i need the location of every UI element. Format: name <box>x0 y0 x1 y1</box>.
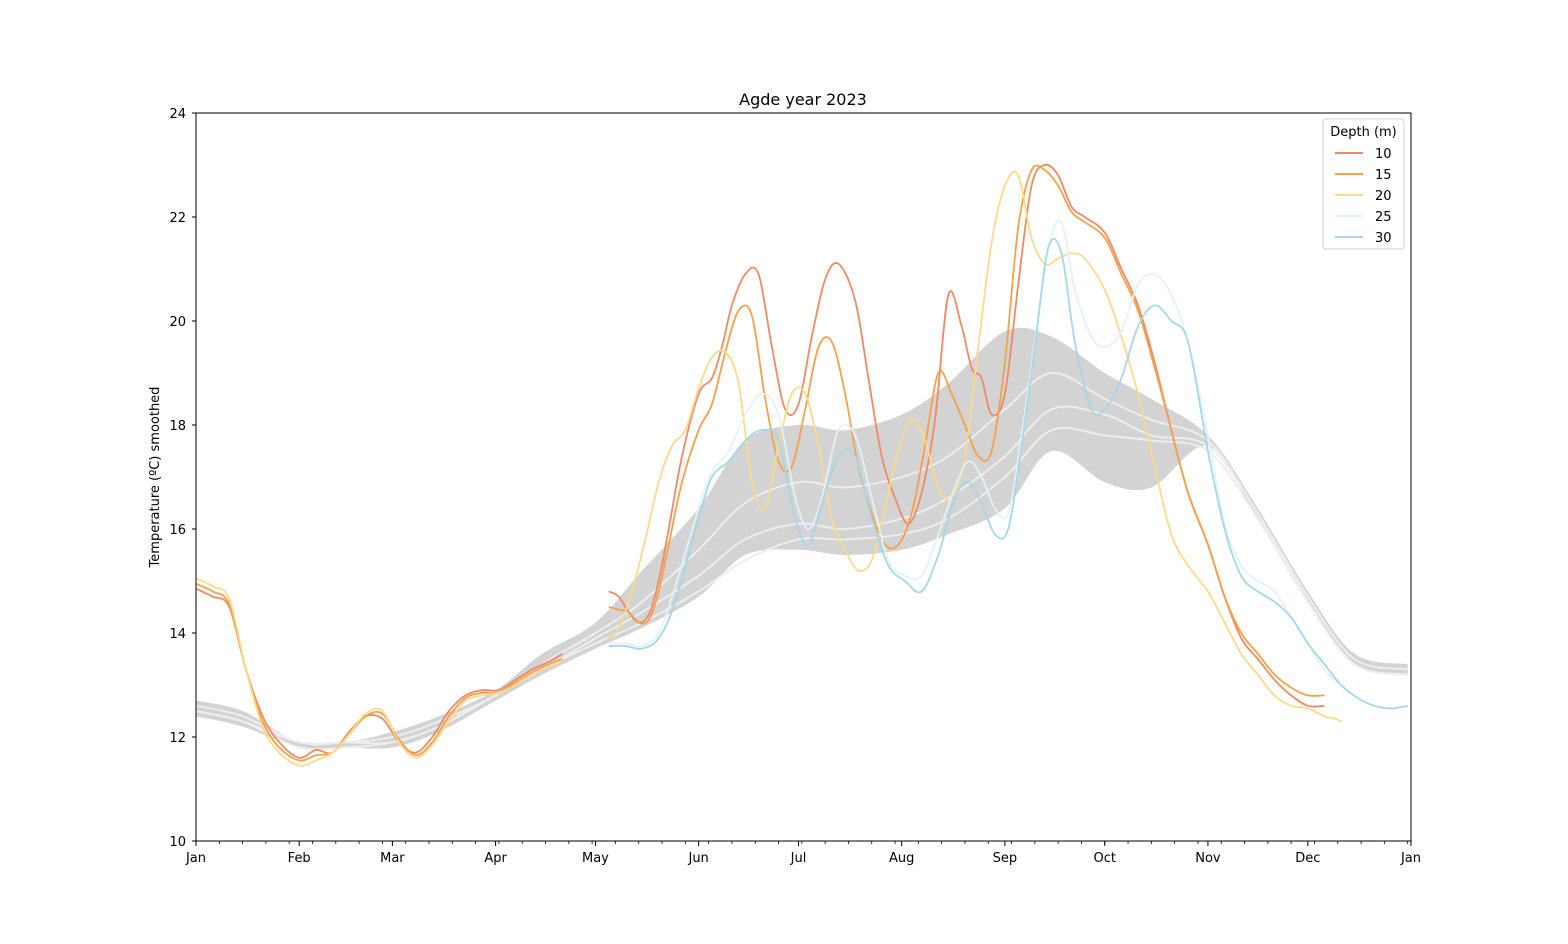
y-axis-label: Temperature (ºC) smoothed <box>148 387 163 569</box>
x-tick-label-0: Jan <box>185 851 206 866</box>
plot-content <box>196 163 1408 767</box>
y-tick-label-22: 22 <box>169 211 186 226</box>
legend-label-depth-25: 25 <box>1375 210 1392 225</box>
legend-label-depth-10: 10 <box>1375 147 1392 162</box>
x-tick-label-1: Feb <box>288 851 311 866</box>
series-line-depth-15-segment-2 <box>608 164 1325 697</box>
series-line-depth-10-segment-1 <box>196 587 563 759</box>
series-line-depth-25-segment-1 <box>608 219 1408 710</box>
x-tick-label-8: Sep <box>993 851 1018 866</box>
climatology-line-3 <box>196 426 1408 751</box>
x-tick-label-7: Aug <box>889 851 914 866</box>
y-tick-label-12: 12 <box>169 731 186 746</box>
x-tick-label-9: Oct <box>1094 851 1116 866</box>
x-tick-label-12: Jan <box>1400 851 1421 866</box>
series-line-depth-20-segment-1 <box>196 577 563 767</box>
y-tick-label-14: 14 <box>169 627 186 642</box>
series-line-depth-30-segment-1 <box>608 237 1408 710</box>
x-tick-label-5: Jun <box>687 851 708 866</box>
y-tick-label-24: 24 <box>169 107 186 122</box>
x-tick-label-4: May <box>582 851 609 866</box>
plot-area: 10 12 14 16 18 20 22 24 Jan Feb Mar Apr May Jun Jul Aug… <box>169 107 1421 866</box>
legend-title: Depth (m) <box>1330 125 1397 140</box>
y-tick-label-20: 20 <box>169 315 186 330</box>
y-tick-label-10: 10 <box>169 835 186 850</box>
x-tick-label-10: Nov <box>1195 851 1221 866</box>
x-tick-label-2: Mar <box>380 851 405 866</box>
legend-label-depth-30: 30 <box>1375 231 1392 246</box>
x-tick-label-11: Dec <box>1295 851 1320 866</box>
y-tick-label-16: 16 <box>169 523 186 538</box>
x-tick-label-3: Apr <box>484 851 507 866</box>
series-line-depth-15-segment-1 <box>196 582 563 762</box>
plot-frame <box>195 112 1412 842</box>
series-line-depth-20-segment-2 <box>608 170 1342 723</box>
legend-label-depth-20: 20 <box>1375 189 1392 204</box>
y-tick-label-18: 18 <box>169 419 186 434</box>
legend-label-depth-15: 15 <box>1375 168 1392 183</box>
x-tick-label-6: Jul <box>790 851 807 866</box>
chart-title: Agde year 2023 <box>739 90 867 109</box>
